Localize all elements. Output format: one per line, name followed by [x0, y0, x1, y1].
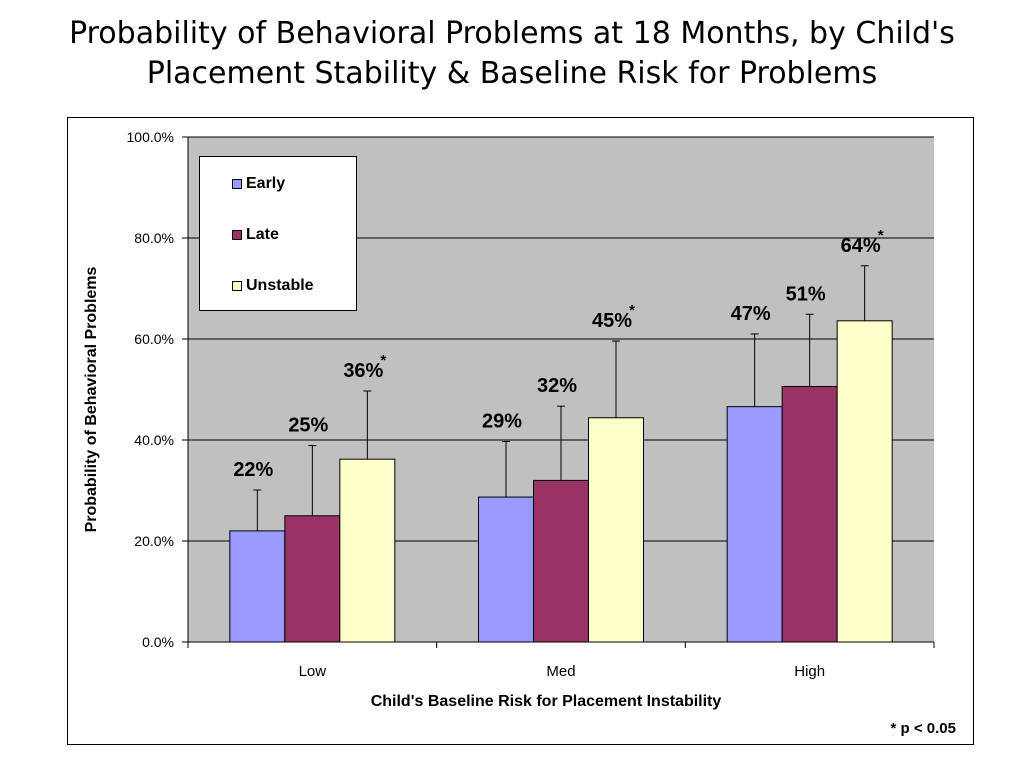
legend-item-early: Early — [232, 175, 285, 193]
legend-label-early: Early — [246, 175, 286, 192]
y-tick-label: 60.0% — [134, 331, 174, 347]
significance-footnote: * p < 0.05 — [890, 720, 956, 737]
legend-item-late: Late — [232, 226, 279, 244]
data-label: 47% — [731, 303, 771, 325]
y-axis-title: Probability of Behavioral Problems — [83, 266, 100, 532]
title-line-1: Probability of Behavioral Problems at 18… — [69, 16, 955, 51]
y-tick-label: 20.0% — [134, 533, 174, 549]
legend-swatch-early — [232, 179, 242, 189]
y-tick-label: 0.0% — [142, 634, 174, 650]
data-label: 64% — [841, 235, 881, 257]
x-tick-label: Med — [546, 663, 575, 680]
bar-early-med — [478, 496, 534, 643]
legend-label-late: Late — [246, 226, 279, 243]
bar-unstable-low — [339, 458, 396, 643]
data-label: 36% — [343, 360, 383, 382]
x-tick-label: High — [794, 663, 825, 680]
legend-swatch-unstable — [232, 281, 242, 291]
y-tick-label: 40.0% — [134, 432, 174, 448]
data-label: 32% — [537, 375, 577, 397]
title-line-2: Placement Stability & Baseline Risk for … — [146, 56, 878, 91]
data-label: 25% — [288, 415, 328, 437]
chart-legend: Early Late Unstable — [199, 156, 357, 311]
bar-late-med — [533, 479, 589, 643]
bar-early-low — [229, 530, 286, 643]
bar-late-low — [284, 515, 341, 643]
significance-marker: * — [629, 302, 635, 319]
legend-swatch-late — [232, 230, 242, 240]
data-label: 22% — [233, 459, 273, 481]
bar-late-high — [781, 385, 838, 643]
x-tick-label: Low — [299, 663, 327, 680]
y-tick-label: 100.0% — [127, 129, 174, 145]
data-label: 45% — [592, 310, 632, 332]
bar-unstable-high — [836, 320, 893, 643]
slide-title: Probability of Behavioral Problems at 18… — [0, 14, 1024, 94]
data-label: 51% — [786, 283, 826, 305]
bar-early-high — [726, 406, 783, 643]
y-tick-label: 80.0% — [134, 230, 174, 246]
data-label: 29% — [482, 411, 522, 433]
significance-marker: * — [380, 352, 386, 369]
x-axis-title: Child's Baseline Risk for Placement Inst… — [371, 693, 722, 710]
significance-marker: * — [878, 227, 884, 244]
bar-unstable-med — [588, 417, 644, 643]
legend-label-unstable: Unstable — [246, 277, 314, 294]
legend-item-unstable: Unstable — [232, 277, 314, 295]
